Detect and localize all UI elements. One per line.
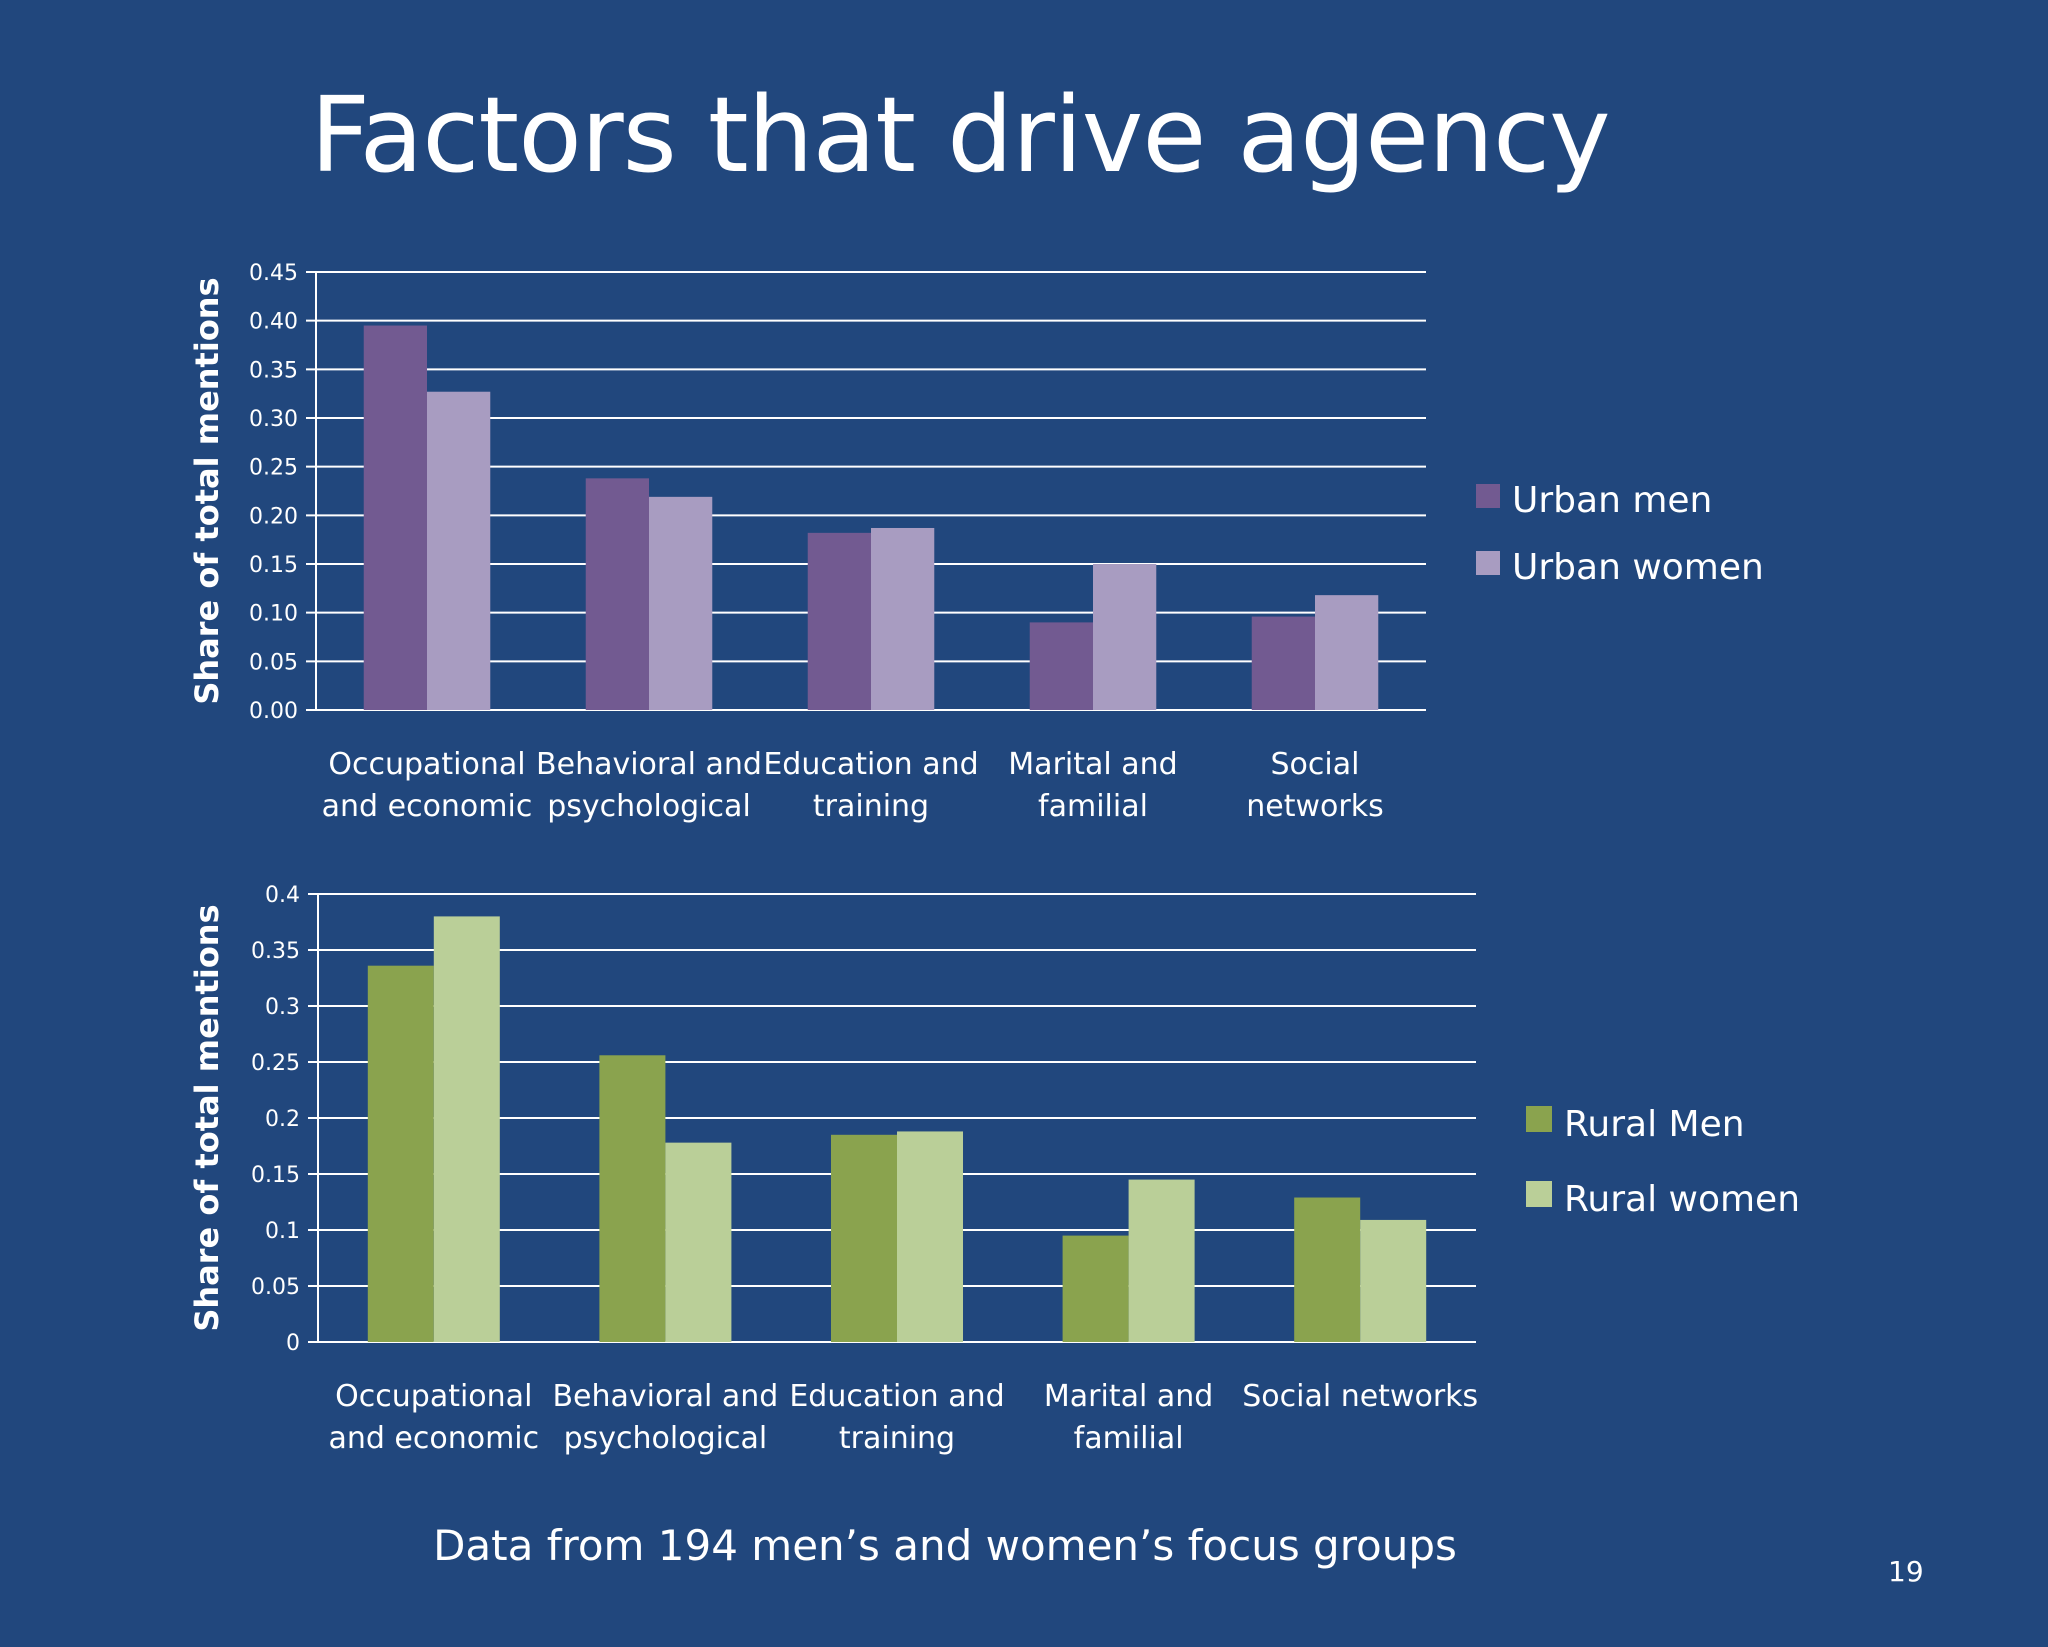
category-label: Social networks (1242, 1379, 1478, 1414)
y-tick-label: 0.40 (249, 310, 298, 335)
bar-rural-men (367, 965, 434, 1342)
legend-label: Rural Men (1564, 1104, 1745, 1145)
bar-rural-men (599, 1055, 666, 1342)
category-label: Occupational (335, 1379, 532, 1414)
y-tick-label: 0.05 (249, 650, 298, 675)
category-label: familial (1074, 1421, 1184, 1456)
category-label: Marital and (1044, 1379, 1213, 1414)
y-tick-label: 0.25 (251, 1051, 300, 1076)
slide-title: Factors that drive agency (310, 74, 1610, 196)
y-tick-label: 0.20 (249, 504, 298, 529)
y-tick-label: 0.35 (249, 358, 298, 383)
category-label: Social (1271, 747, 1360, 782)
bar-urban-men (1251, 616, 1315, 710)
footer-note: Data from 194 men’s and women’s focus gr… (433, 1521, 1457, 1570)
y-tick-label: 0.45 (249, 261, 298, 286)
category-label: familial (1038, 789, 1148, 824)
y-tick-label: 0.15 (251, 1163, 300, 1188)
category-label: and economic (328, 1421, 539, 1456)
category-label: Behavioral and (552, 1379, 778, 1414)
category-label: Education and (763, 747, 978, 782)
bar-urban-women (871, 527, 935, 710)
y-tick-label: 0.25 (249, 456, 298, 481)
y-tick-label: 0.3 (265, 995, 300, 1020)
legend-swatch (1526, 1106, 1552, 1132)
bar-rural-men (1062, 1235, 1129, 1342)
legend-label: Urban women (1512, 547, 1764, 588)
bar-urban-women (1093, 564, 1157, 710)
y-tick-label: 0.10 (249, 602, 298, 627)
bar-urban-men (585, 478, 649, 710)
y-tick-label: 0.05 (251, 1275, 300, 1300)
category-label: Occupational (328, 747, 525, 782)
bar-urban-women (649, 496, 713, 710)
y-tick-label: 0.00 (249, 699, 298, 724)
bar-rural-women (897, 1131, 964, 1342)
bar-rural-men (1294, 1197, 1361, 1342)
rural-chart: 0 0.05 0.1 0.15 0.2 0.25 0.3 0.35 0.4 Occupationa… (188, 883, 1800, 1456)
category-label: and economic (322, 789, 533, 824)
bar-urban-women (1315, 595, 1379, 710)
bar-rural-women (665, 1142, 732, 1342)
bar-urban-men (363, 325, 427, 710)
bar-urban-women (427, 391, 491, 710)
legend-swatch (1526, 1181, 1552, 1207)
category-label: Education and (789, 1379, 1004, 1414)
category-label: networks (1246, 789, 1383, 824)
y-tick-label: 0.15 (249, 553, 298, 578)
y-axis-title: Share of total mentions (188, 904, 226, 1331)
category-label: training (839, 1421, 955, 1456)
category-label: psychological (547, 789, 751, 824)
y-axis-title: Share of total mentions (188, 277, 226, 704)
y-tick-label: 0.35 (251, 939, 300, 964)
bar-rural-women (1360, 1219, 1427, 1342)
bar-rural-women (1128, 1179, 1195, 1342)
category-label: psychological (564, 1421, 768, 1456)
bar-rural-men (830, 1134, 897, 1342)
y-tick-label: 0.30 (249, 407, 298, 432)
bar-urban-men (807, 532, 871, 710)
y-tick-label: 0.4 (265, 883, 300, 908)
legend-swatch (1476, 551, 1500, 575)
category-label: training (813, 789, 929, 824)
category-label: Behavioral and (536, 747, 762, 782)
y-tick-label: 0.1 (265, 1219, 300, 1244)
legend-label: Rural women (1564, 1179, 1800, 1220)
bar-rural-women (433, 916, 500, 1342)
y-tick-label: 0.2 (265, 1107, 300, 1132)
category-label: Marital and (1008, 747, 1177, 782)
bar-urban-men (1029, 622, 1093, 710)
urban-chart: 0.00 0.05 0.10 0.15 0.20 0.25 0.30 0.35 0.40 0.45… (188, 261, 1764, 824)
page-number: 19 (1888, 1555, 1924, 1588)
legend-label: Urban men (1512, 480, 1712, 521)
y-tick-label: 0 (286, 1331, 300, 1356)
legend-swatch (1476, 484, 1500, 508)
